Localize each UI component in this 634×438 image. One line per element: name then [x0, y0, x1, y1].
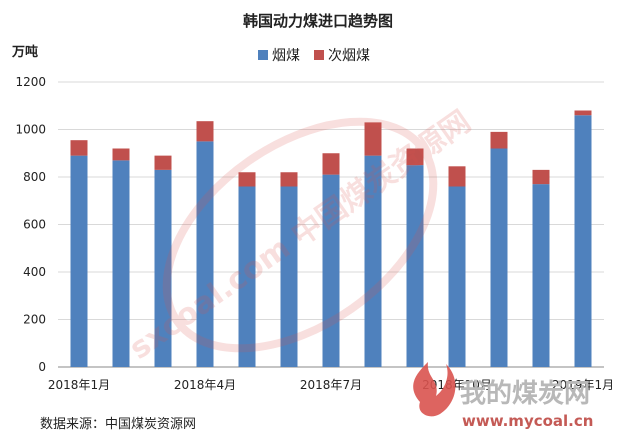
bar-subbituminous: [196, 121, 214, 142]
x-axis-ticks: 2018年1月 2018年4月 2018年7月 2018年10月 2019年1月: [48, 378, 614, 392]
legend: 烟煤 次烟煤: [258, 48, 370, 64]
bar-bituminous: [70, 155, 88, 367]
chart-title: 韩国动力煤进口趋势图: [243, 12, 393, 30]
y-tick-label: 800: [23, 170, 46, 184]
bar-subbituminous: [532, 169, 550, 185]
bar-bituminous: [196, 141, 214, 367]
bars: [70, 110, 592, 367]
bar-bituminous: [154, 169, 172, 367]
bar-bituminous: [112, 160, 130, 367]
bar-bituminous: [532, 184, 550, 367]
mycoal-logo: 我的煤炭网 www.mycoal.cn: [413, 362, 593, 430]
flame-icon: [413, 362, 456, 417]
bar-subbituminous: [574, 110, 592, 116]
y-tick-label: 1000: [15, 123, 46, 137]
x-tick-label: 2018年10月: [422, 378, 492, 392]
logo-url-text: www.mycoal.cn: [462, 412, 593, 430]
y-tick-label: 0: [38, 360, 46, 374]
bar-bituminous: [490, 148, 508, 367]
legend-label: 烟煤: [272, 48, 300, 64]
legend-swatch-bituminous: [258, 50, 268, 60]
bar-subbituminous: [490, 131, 508, 149]
y-axis-unit: 万吨: [11, 44, 38, 60]
bar-subbituminous: [280, 172, 298, 187]
watermark-ring: [162, 117, 438, 353]
legend-swatch-subbituminous: [314, 50, 324, 60]
x-tick-label: 2019年1月: [552, 378, 614, 392]
bar-subbituminous: [70, 140, 88, 156]
bar-subbituminous: [448, 166, 466, 187]
bar-subbituminous: [364, 122, 382, 156]
bar-bituminous: [364, 155, 382, 367]
y-tick-label: 200: [23, 313, 46, 327]
y-tick-label: 400: [23, 265, 46, 279]
watermark: sxcoal.com 中国煤炭资源网: [123, 104, 477, 366]
bar-bituminous: [574, 115, 592, 367]
bar-bituminous: [406, 165, 424, 367]
x-tick-label: 2018年1月: [48, 378, 110, 392]
bar-bituminous: [448, 186, 466, 367]
y-axis-ticks: 0 200 400 600 800 1000 1200: [15, 75, 46, 374]
bar-subbituminous: [238, 172, 256, 187]
bar-subbituminous: [112, 148, 130, 161]
bar-subbituminous: [406, 148, 424, 166]
bar-subbituminous: [154, 155, 172, 170]
bar-bituminous: [322, 174, 340, 367]
legend-label: 次烟煤: [328, 48, 370, 64]
bar-bituminous: [280, 186, 298, 367]
bar-subbituminous: [322, 153, 340, 175]
y-tick-label: 1200: [15, 75, 46, 89]
x-tick-label: 2018年7月: [300, 378, 362, 392]
bar-bituminous: [238, 186, 256, 367]
y-tick-label: 600: [23, 218, 46, 232]
data-source: 数据来源：中国煤炭资源网: [40, 417, 196, 432]
x-tick-label: 2018年4月: [174, 378, 236, 392]
logo-cn-text: 我的煤炭网: [460, 378, 590, 409]
